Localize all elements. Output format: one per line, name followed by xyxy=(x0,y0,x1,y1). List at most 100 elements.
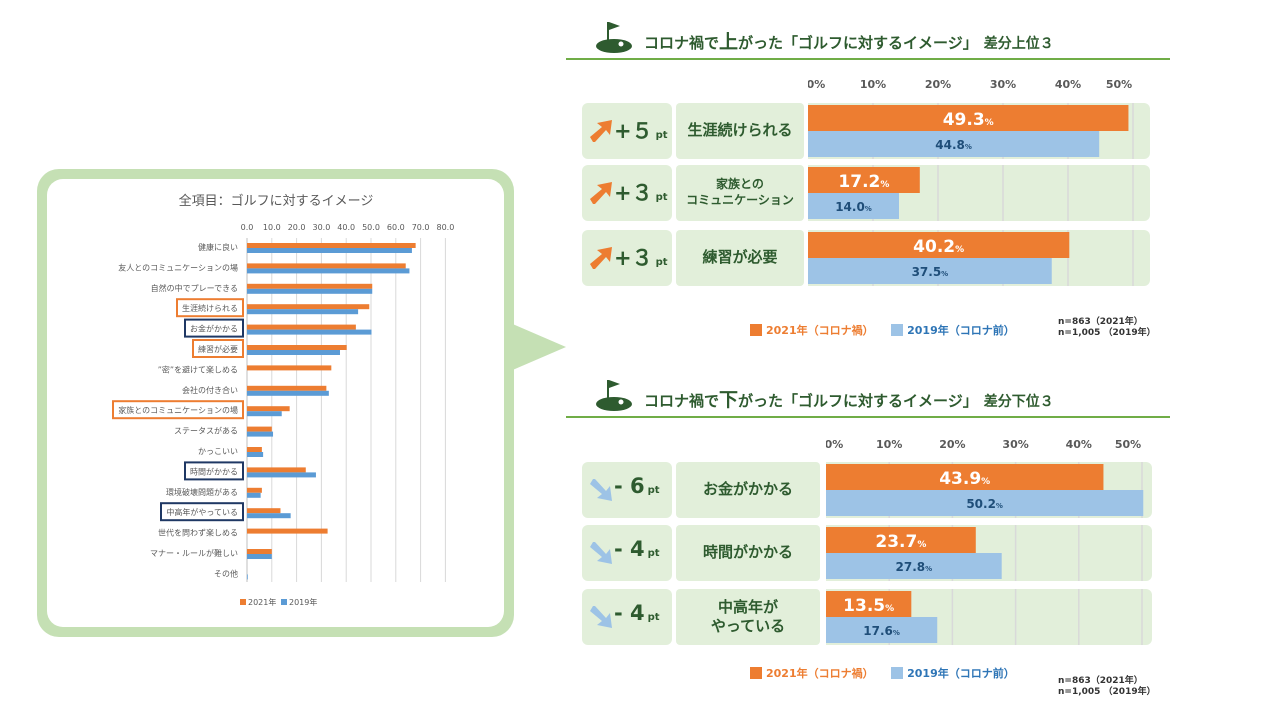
bar-2021 xyxy=(826,527,976,553)
left-chart-title: 全項目：ゴルフに対するイメージ xyxy=(179,193,374,209)
bar-2021 xyxy=(808,105,1129,131)
row-label: お金がかかる xyxy=(676,462,820,518)
row-label: 練習が必要 xyxy=(676,230,804,286)
left-bar-2019 xyxy=(247,309,359,315)
left-tick-label: 60.0 xyxy=(387,223,405,232)
bottom-axis: 0% 10% 20% 30% 40% 50% xyxy=(826,438,1141,451)
left-bar-2021 xyxy=(247,549,272,554)
data-label-2021: 23.7% xyxy=(875,532,926,552)
bottom-legend: 2021年（コロナ禍） 2019年（コロナ前） xyxy=(750,665,1015,681)
delta-value: +３ pt xyxy=(614,246,668,270)
delta-card: - 6 pt xyxy=(582,462,672,518)
left-chart-panel: 全項目：ゴルフに対するイメージ 0.0 10.0 20.0 30.0 40.0 50.0 6… xyxy=(37,169,566,637)
left-bar-2019 xyxy=(247,472,316,478)
left-bar-2019 xyxy=(247,248,412,253)
bottom-section-title: コロナ禍で下がった「ゴルフに対するイメージ」 差分下位３ xyxy=(560,370,1180,418)
top-section: コロナ禍で上がった「ゴルフに対するイメージ」 差分上位３ 0% 10% 20% 30% 4… xyxy=(560,12,1180,342)
top-row-3: +３ pt 練習が必要 40.2% 37.5% xyxy=(582,230,1150,286)
delta-card: - 4 pt xyxy=(582,525,672,581)
axis-tick-label: 20% xyxy=(939,438,965,451)
data-label-2019: 17.6% xyxy=(863,624,900,638)
top-title-tail: 差分上位３ xyxy=(983,36,1054,52)
left-tick-label: 10.0 xyxy=(263,223,281,232)
row-label: 家族との コミュニケーション xyxy=(676,165,804,221)
left-bar-2021 xyxy=(247,426,272,432)
left-category-label: 会社の付き合い xyxy=(182,385,238,395)
top-legend: 2021年（コロナ禍） 2019年（コロナ前） xyxy=(750,322,1015,338)
bottom-row-2: - 4 pt 時間がかかる 23.7% 27.8% xyxy=(582,525,1152,581)
data-label-2021: 40.2% xyxy=(913,237,964,257)
bottom-title-underline xyxy=(566,416,1170,418)
row-label: 生涯続けられる xyxy=(676,103,804,159)
legend-2021: 2021年（コロナ禍） xyxy=(766,667,874,680)
bar-2021 xyxy=(826,464,1104,490)
left-category-label: 健康に良い xyxy=(198,242,238,252)
bottom-section: コロナ禍で下がった「ゴルフに対するイメージ」 差分下位３ 0% 10% 20% 30% 4… xyxy=(560,370,1180,710)
top-n-note: n=863（2021年） n=1,005 （2019年） xyxy=(1058,317,1156,339)
left-highlight-box xyxy=(192,339,244,358)
top-title-big: 上 xyxy=(719,31,739,53)
data-label-2021: 13.5% xyxy=(843,596,894,616)
arrow-down-icon xyxy=(590,606,612,628)
left-bar-2019 xyxy=(247,513,291,519)
left-category-label: 時間がかかる xyxy=(190,466,238,476)
left-bar-2019 xyxy=(247,390,329,396)
data-label-2019: 44.8% xyxy=(935,138,972,152)
axis-tick-label: 10% xyxy=(876,438,902,451)
left-bar-2019 xyxy=(247,431,274,437)
plot-area: 13.5% 17.6% xyxy=(826,589,1152,645)
left-tick-label: 40.0 xyxy=(337,223,355,232)
left-tick-label: 30.0 xyxy=(312,223,330,232)
top-title-underline xyxy=(566,58,1170,60)
left-bar-2021 xyxy=(247,304,370,310)
left-bar-2021 xyxy=(247,324,356,330)
left-tick-label: 20.0 xyxy=(288,223,306,232)
bar-2019 xyxy=(826,490,1144,516)
left-bar-2021 xyxy=(247,487,262,493)
arrow-up-icon xyxy=(590,247,612,269)
left-bar-2019 xyxy=(247,268,410,274)
left-bar-2021 xyxy=(247,283,373,289)
bar-2019 xyxy=(808,258,1052,284)
axis-tick-label: 10% xyxy=(860,78,886,91)
delta-card: - 4 pt xyxy=(582,589,672,645)
bottom-row-1: - 6 pt お金がかかる 43.9% 50.2% xyxy=(582,462,1152,518)
delta-value: +５ pt xyxy=(614,119,668,143)
left-bar-2019 xyxy=(247,554,272,559)
left-legend-2021: 2021年 xyxy=(248,597,276,607)
delta-value: - 4 pt xyxy=(614,537,660,561)
data-label-2019: 14.0% xyxy=(835,200,872,214)
left-bar-2019 xyxy=(247,288,373,294)
left-legend-2021-swatch xyxy=(240,599,246,605)
bottom-title-big: 下 xyxy=(719,389,739,411)
bar-2021 xyxy=(808,167,920,193)
left-tick-label: 50.0 xyxy=(362,223,380,232)
axis-tick-label: 30% xyxy=(990,78,1016,91)
left-bar-2019 xyxy=(247,492,261,498)
left-category-label: ステータスがある xyxy=(174,426,238,436)
bottom-title-pre: コロナ禍で xyxy=(644,392,720,410)
axis-tick-label: 40% xyxy=(1055,78,1081,91)
left-highlight-box xyxy=(160,502,244,522)
golf-flag-icon xyxy=(596,380,632,411)
data-label-2019: 27.8% xyxy=(896,560,933,574)
axis-tick-label: 20% xyxy=(925,78,951,91)
plot-area: 40.2% 37.5% xyxy=(808,230,1150,286)
left-bar-2021 xyxy=(247,447,262,452)
bar-2021 xyxy=(826,591,912,617)
left-category-label: お金がかかる xyxy=(190,324,238,334)
left-tick-label: 80.0 xyxy=(436,223,454,232)
legend-2019: 2019年（コロナ前） xyxy=(907,667,1015,680)
left-bar-2019 xyxy=(247,329,372,335)
axis-tick-label: 30% xyxy=(1002,438,1028,451)
arrow-up-icon xyxy=(590,120,612,142)
plot-area: 49.3% 44.8% xyxy=(808,103,1150,159)
top-title-pre: コロナ禍で xyxy=(644,34,720,52)
left-legend-2019: 2019年 xyxy=(289,597,317,607)
left-highlight-box xyxy=(112,400,244,420)
top-row-2: +３ pt 家族との コミュニケーション 17.2% 14.0% xyxy=(582,165,1150,221)
top-row-1: +５ pt 生涯続けられる 49.3% 44.8% xyxy=(582,103,1150,159)
bottom-title-mid: がった「ゴルフに対するイメージ」 xyxy=(738,392,978,410)
left-category-label: 中高年がやっている xyxy=(166,507,238,517)
arrow-up-icon xyxy=(590,182,612,204)
